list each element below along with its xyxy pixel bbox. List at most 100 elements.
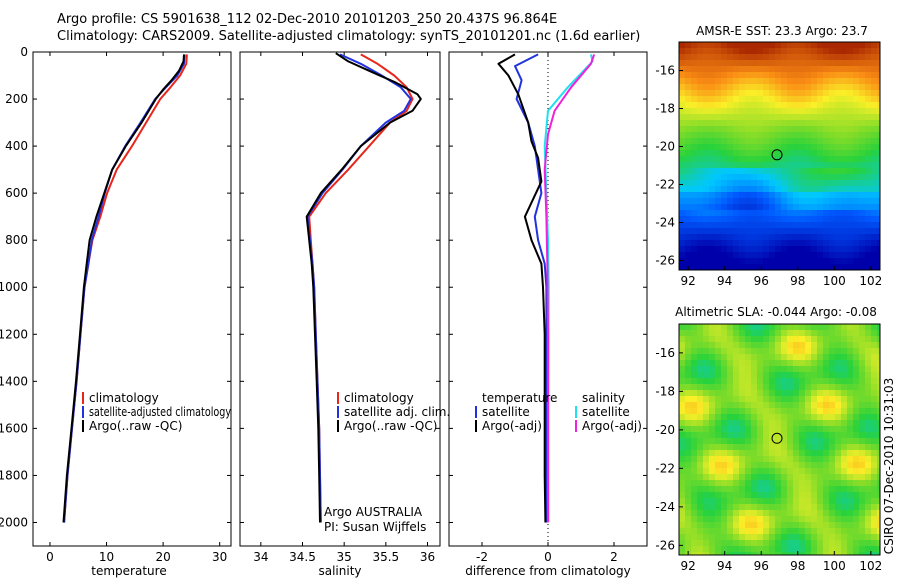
map-cell	[877, 150, 881, 157]
map-cell	[859, 162, 866, 169]
map-cell	[877, 54, 881, 61]
map-cell	[793, 474, 800, 481]
map-cell	[697, 348, 704, 355]
map-cell	[763, 192, 770, 199]
map-cell	[793, 426, 800, 433]
map-cell	[763, 108, 770, 115]
difference-profiles	[497, 52, 596, 546]
map-cell	[853, 504, 860, 511]
map-cell	[769, 390, 776, 397]
map-cell	[817, 210, 824, 217]
map-cell	[715, 414, 722, 421]
map-cell	[841, 42, 848, 49]
map-cell	[859, 246, 866, 253]
map-cell	[799, 480, 806, 487]
map-cell	[877, 90, 881, 97]
map-cell	[727, 390, 734, 397]
map-cell	[769, 348, 776, 355]
x-tick-label: 2	[610, 550, 618, 564]
map-cell	[721, 516, 728, 523]
map-cell	[847, 96, 854, 103]
map-cell	[823, 120, 830, 127]
map-cell	[769, 72, 776, 79]
map-cell	[763, 132, 770, 139]
y-tick-label: 1400	[0, 374, 28, 388]
map-cell	[697, 144, 704, 151]
map-cell	[757, 396, 764, 403]
map-cell	[757, 348, 764, 355]
map-cell	[709, 378, 716, 385]
map-cell	[775, 192, 782, 199]
map-cell	[685, 126, 692, 133]
map-cell	[865, 168, 872, 175]
map-cell	[793, 192, 800, 199]
map-cell	[697, 516, 704, 523]
map-cell	[841, 450, 848, 457]
map-cell	[757, 114, 764, 121]
map-cell	[805, 480, 812, 487]
map-cell	[799, 336, 806, 343]
map-cell	[763, 348, 770, 355]
map-cell	[787, 438, 794, 445]
map-cell	[733, 108, 740, 115]
map-cell	[829, 378, 836, 385]
map-cell	[727, 60, 734, 67]
map-cell	[775, 132, 782, 139]
map-cell	[775, 72, 782, 79]
map-cell	[823, 72, 830, 79]
map-cell	[859, 390, 866, 397]
map-cell	[823, 468, 830, 475]
map-cell	[781, 462, 788, 469]
map-cell	[829, 126, 836, 133]
map-cell	[751, 324, 758, 331]
map-cell	[691, 42, 698, 49]
map-cell	[745, 60, 752, 67]
map-cell	[739, 192, 746, 199]
map-cell	[841, 216, 848, 223]
map-cell	[691, 474, 698, 481]
map-cell	[703, 342, 710, 349]
map-cell	[769, 246, 776, 253]
map-cell	[799, 252, 806, 259]
map-cell	[691, 396, 698, 403]
map-cell	[745, 390, 752, 397]
map-cell	[853, 264, 860, 271]
map-cell	[679, 120, 686, 127]
map-cell	[775, 462, 782, 469]
map-cell	[805, 324, 812, 331]
sla-map-panel: Altimetric SLA: -0.044 Argo: -0.08 92 94 9…	[655, 305, 882, 573]
map-cell	[829, 348, 836, 355]
map-cell	[847, 264, 854, 271]
map-cell	[835, 102, 842, 109]
map-cell	[691, 354, 698, 361]
map-cell	[697, 450, 704, 457]
map-cell	[805, 552, 812, 556]
map-cell	[871, 78, 878, 85]
map-cell	[745, 240, 752, 247]
map-cell	[685, 384, 692, 391]
map-cell	[799, 438, 806, 445]
map-cell	[847, 438, 854, 445]
map-cell	[757, 108, 764, 115]
map-cell	[877, 522, 881, 529]
map-cell	[811, 474, 818, 481]
map-cell	[859, 486, 866, 493]
map-cell	[727, 492, 734, 499]
map-cell	[871, 120, 878, 127]
map-cell	[715, 186, 722, 193]
map-cell	[757, 546, 764, 553]
map-cell	[715, 102, 722, 109]
map-cell	[865, 420, 872, 427]
map-cell	[823, 180, 830, 187]
map-cell	[751, 414, 758, 421]
map-cell	[679, 468, 686, 475]
map-cell	[793, 402, 800, 409]
map-cell	[817, 348, 824, 355]
map-cell	[805, 222, 812, 229]
sst-map-ticks: 92 94 96 98 100 102-16-18-20-22-24-26	[655, 64, 882, 289]
map-cell	[727, 72, 734, 79]
map-cell	[787, 150, 794, 157]
map-cell	[859, 498, 866, 505]
map-cell	[721, 120, 728, 127]
map-cell	[853, 408, 860, 415]
